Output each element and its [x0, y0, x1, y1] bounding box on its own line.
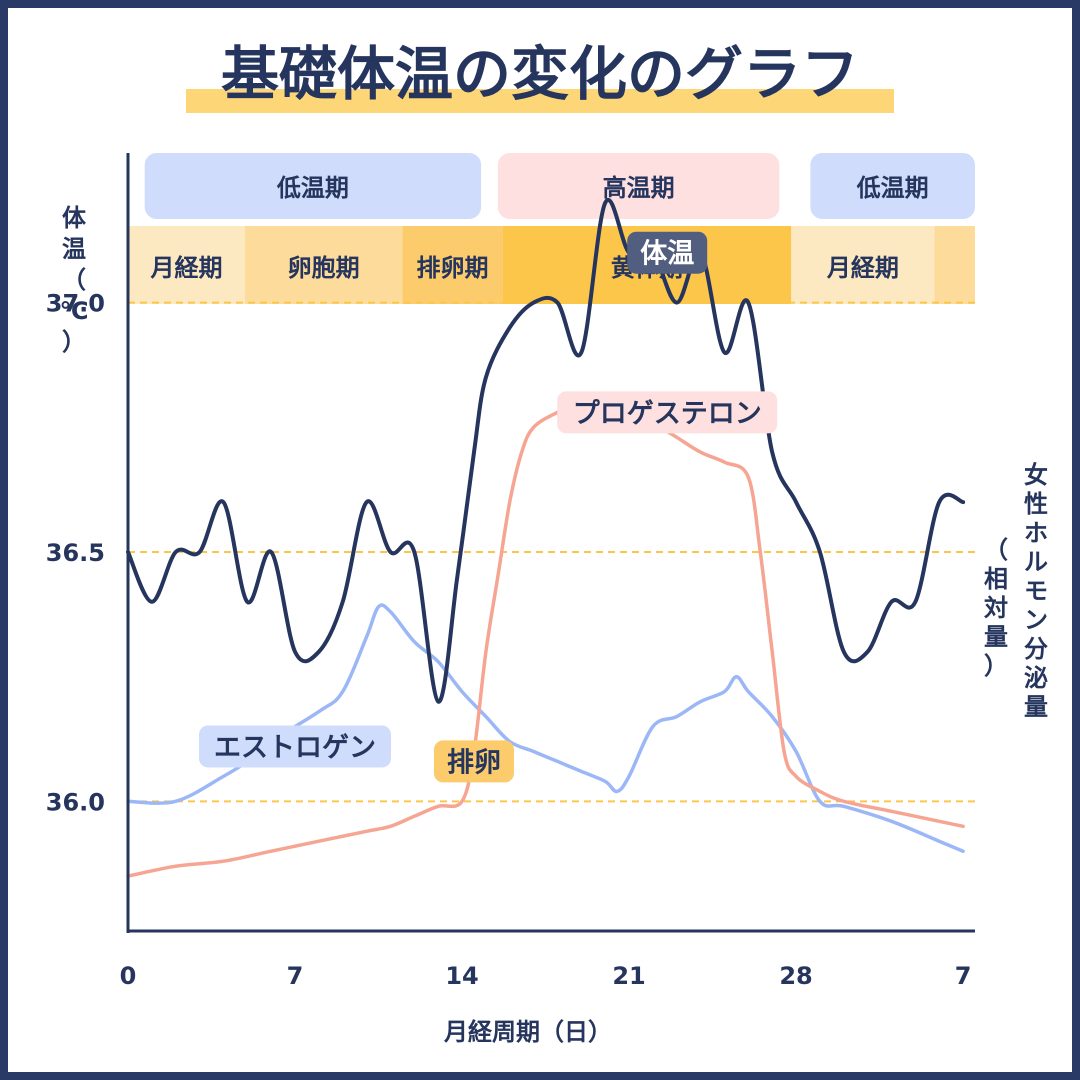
temp-phase-label-0: 低温期 — [276, 174, 349, 202]
cycle-phase-label-4: 月経期 — [826, 254, 899, 282]
x-axis-label: 月経周期（日） — [443, 1018, 612, 1046]
x-tick-label-0: 0 — [120, 962, 137, 990]
x-tick-label-4: 28 — [779, 962, 812, 990]
cycle-phase-band-0 — [128, 226, 245, 304]
y-axis-label-right: 女性ホルモン分泌量 — [1024, 461, 1048, 721]
y-tick-label-0: 36.0 — [46, 788, 105, 816]
annotation-label-3: 排卵 — [447, 747, 501, 778]
temp-phase-band-2 — [810, 153, 975, 219]
series-line-0 — [126, 198, 966, 704]
cycle-phase-band-1 — [244, 226, 403, 304]
temp-phase-band-0 — [144, 153, 482, 219]
temp-phase-label-2: 低温期 — [856, 174, 929, 202]
x-tick-label-3: 21 — [612, 962, 645, 990]
y-tick-label-2: 37.0 — [46, 290, 105, 318]
x-tick-label-5: 7 — [955, 962, 972, 990]
cycle-phase-band-2 — [402, 226, 503, 304]
cycle-phase-label-2: 排卵期 — [416, 254, 488, 282]
x-tick-label-2: 14 — [445, 962, 478, 990]
annotation-label-2: エストロゲン — [214, 732, 376, 763]
cycle-phase-label-0: 月経期 — [149, 254, 222, 282]
annotation-label-0: 体温 — [640, 239, 694, 270]
chart-frame: 基礎体温の変化のグラフ 低温期高温期低温期月経期卵胞期排卵期黄体期月経期 体温プ… — [8, 8, 1072, 1072]
x-tick-label-1: 7 — [287, 962, 304, 990]
cycle-phase-label-1: 卵胞期 — [288, 254, 360, 282]
y-axis-label-left: 体温（℃） — [59, 204, 88, 356]
chart-svg: 基礎体温の変化のグラフ 低温期高温期低温期月経期卵胞期排卵期黄体期月経期 体温プ… — [46, 40, 1048, 1046]
annotation-box-0 — [627, 231, 708, 274]
temp-phase-label-1: 高温期 — [603, 174, 675, 202]
annotation-box-3 — [433, 740, 514, 783]
y-tick-label-1: 36.5 — [46, 539, 105, 567]
annotation-box-1 — [557, 391, 778, 434]
annotation-label-1: プロゲステロン — [573, 398, 762, 429]
y-axis-label-right-unit: （相対量） — [984, 536, 1008, 680]
cycle-phase-band-5 — [934, 226, 975, 304]
temp-phase-band-1 — [497, 153, 780, 219]
series-line-1 — [126, 603, 965, 853]
annotation-box-2 — [199, 725, 392, 768]
title-highlight — [186, 89, 894, 113]
chart-title: 基礎体温の変化のグラフ — [221, 40, 859, 108]
cycle-phase-band-4 — [791, 226, 935, 304]
